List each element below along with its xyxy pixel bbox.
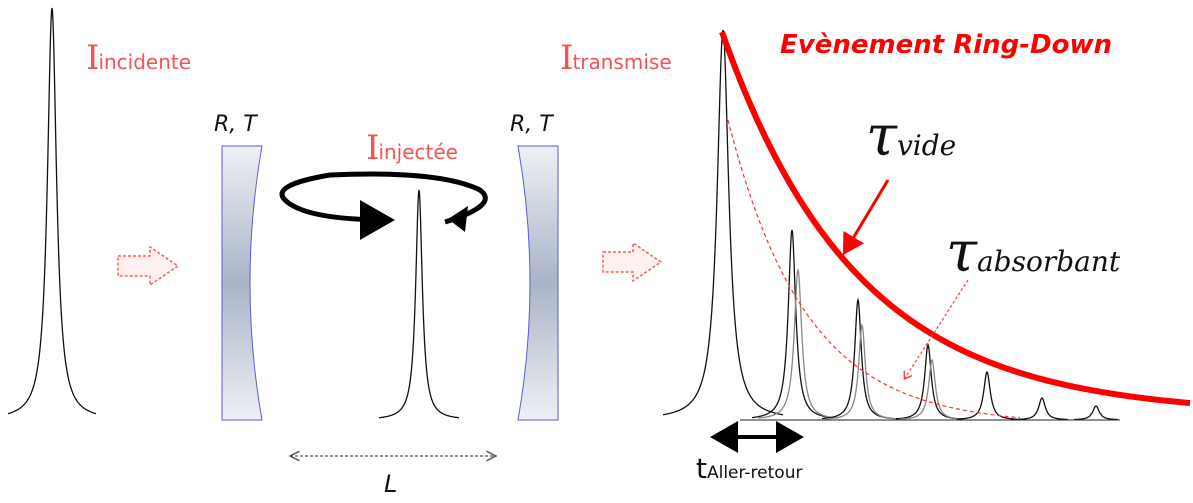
decay-envelope-absorbing: [727, 119, 1021, 419]
left-mirror: [221, 145, 263, 421]
incident-subscript: incidente: [98, 50, 192, 74]
circulation-arrow: [279, 171, 488, 240]
injected-symbol: I: [366, 128, 379, 168]
round-trip-symbol: t: [696, 452, 707, 485]
transmitted-pulse: [1073, 405, 1119, 421]
decay-envelope-empty-cavity: [719, 30, 1191, 406]
tau-empty-pointer: [842, 179, 890, 256]
transmitted-intensity-label: Itransmise: [560, 38, 672, 78]
transmitted-pulse: [1016, 397, 1068, 421]
transmitted-pulse: [956, 370, 1018, 420]
right-mirror: [517, 145, 559, 421]
tau-absorbing-label: τabsorbant: [946, 220, 1120, 285]
transmitted-symbol: I: [560, 38, 573, 78]
incident-pulse: [7, 7, 97, 415]
injected-pulse: [379, 189, 459, 419]
transmitted-pulse-train: [662, 29, 1120, 421]
tau-absorbing-symbol: τ: [946, 220, 977, 285]
incident-intensity-label: Iincidente: [86, 38, 191, 78]
transmitted-pulse: [662, 29, 784, 416]
round-trip-subscript: Aller-retour: [706, 463, 803, 483]
injected-intensity-label: Iinjectée: [366, 128, 458, 168]
transmitted-pulse: [752, 229, 832, 419]
injected-subscript: injectée: [378, 140, 458, 164]
ring-down-title: Evènement Ring-Down: [780, 30, 1113, 60]
transmitted-pulse: [822, 297, 894, 420]
tau-empty-subscript: vide: [896, 129, 957, 162]
incident-symbol: I: [86, 38, 99, 78]
hollow-arrow-right: [602, 241, 663, 283]
tau-empty-symbol: τ: [866, 104, 897, 169]
right-mirror-label: R, T: [510, 112, 553, 137]
cavity-length-label: L: [384, 470, 398, 498]
hollow-arrow-left: [117, 245, 180, 287]
round-trip-time-label: tAller-retour: [696, 452, 802, 485]
circulation-arrowhead: [448, 206, 468, 232]
transmitted-pulse: [899, 358, 965, 420]
tau-empty-label: τvide: [866, 104, 956, 169]
transmitted-pulse: [758, 267, 838, 419]
left-mirror-label: R, T: [214, 112, 257, 137]
tau-absorbing-subscript: absorbant: [976, 245, 1121, 278]
tau-absorbing-pointer: [905, 279, 969, 378]
transmitted-subscript: transmise: [572, 50, 672, 74]
transmitted-pulse: [826, 322, 898, 420]
